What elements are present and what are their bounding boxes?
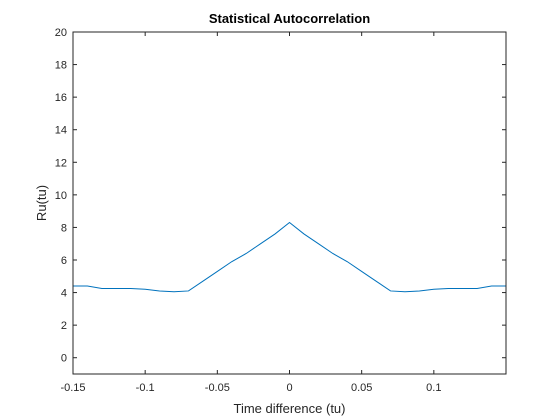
y-tick-label: 14 (55, 125, 67, 137)
y-axis-label: Ru(tu) (34, 185, 49, 221)
x-tick-label: -0.1 (136, 382, 155, 394)
y-tick-label: 16 (55, 92, 67, 104)
plot-area (73, 32, 506, 374)
y-tick-label: 20 (55, 27, 67, 39)
x-tick-label: -0.05 (205, 382, 230, 394)
y-tick-label: 4 (61, 288, 67, 300)
chart-title: Statistical Autocorrelation (209, 11, 370, 26)
y-tick-label: 6 (61, 255, 67, 267)
x-tick-label: -0.15 (60, 382, 85, 394)
y-tick-label: 12 (55, 157, 67, 169)
x-tick-label: 0 (286, 382, 292, 394)
y-tick-label: 8 (61, 222, 67, 234)
x-tick-label: 0.1 (426, 382, 441, 394)
y-tick-label: 10 (55, 190, 67, 202)
y-tick-label: 18 (55, 60, 67, 72)
y-tick-label: 0 (61, 353, 67, 365)
y-tick-label: 2 (61, 320, 67, 332)
x-tick-label: 0.05 (351, 382, 372, 394)
x-axis-label: Time difference (tu) (234, 401, 346, 416)
